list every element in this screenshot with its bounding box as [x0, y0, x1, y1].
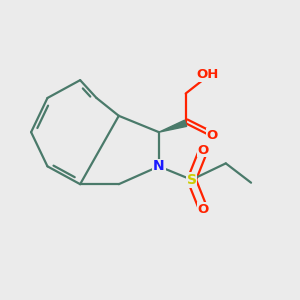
Text: S: S — [187, 173, 196, 187]
Text: N: N — [153, 159, 165, 173]
Text: O: O — [207, 129, 218, 142]
Polygon shape — [159, 120, 187, 132]
Text: OH: OH — [197, 68, 219, 81]
Text: O: O — [198, 203, 209, 216]
Text: O: O — [198, 143, 209, 157]
